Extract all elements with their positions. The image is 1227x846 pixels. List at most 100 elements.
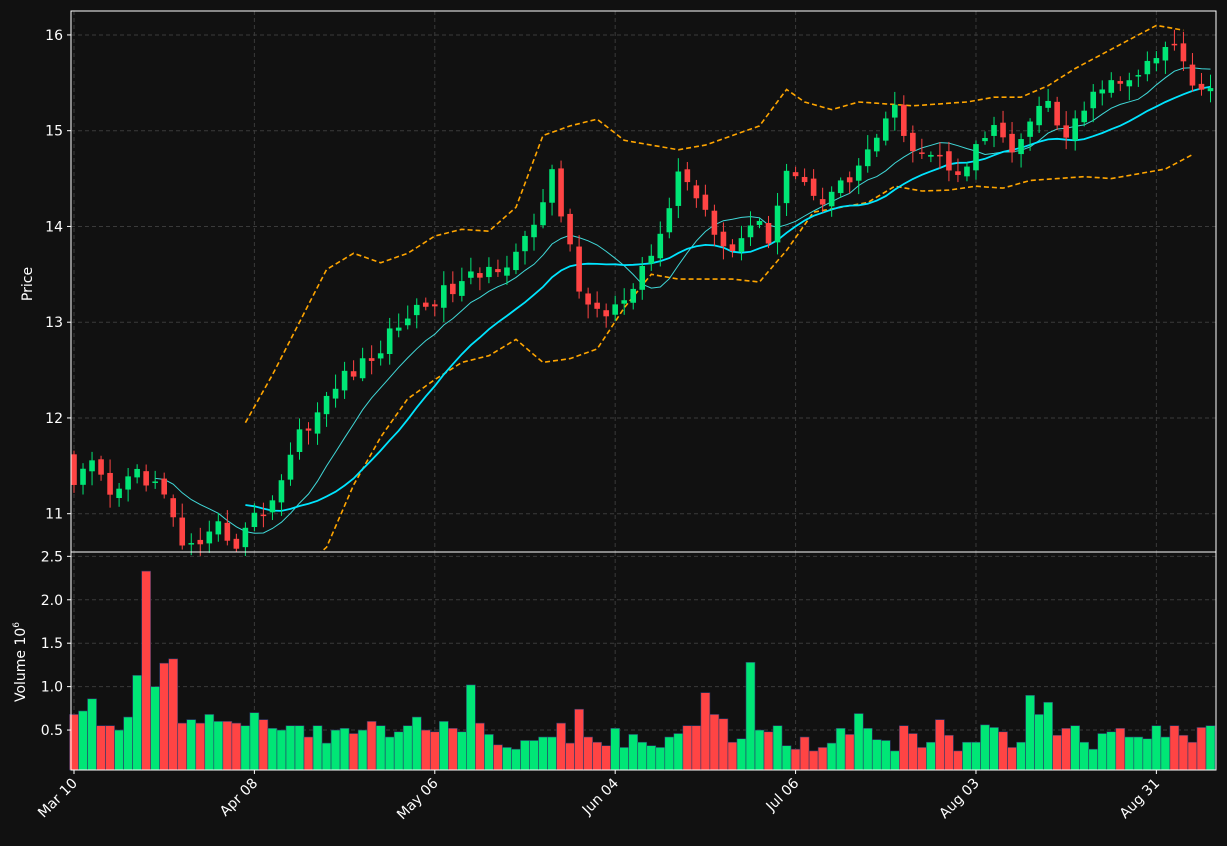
volume-bar [1133, 736, 1144, 771]
candle-body [152, 481, 158, 483]
candle-body [882, 118, 889, 141]
volume-bar [610, 728, 620, 771]
volume-axis-label-text: Volume 10 [13, 628, 29, 702]
candle-body [107, 472, 113, 495]
candle-body [1099, 89, 1106, 94]
volume-bar [502, 747, 512, 771]
candle-body [459, 281, 465, 296]
volume-bar [1025, 695, 1035, 771]
candle-body [1081, 110, 1088, 123]
candle-body [946, 151, 952, 171]
volume-bar [348, 733, 359, 771]
candle-body [80, 468, 86, 485]
volume-bar [339, 728, 350, 771]
volume-bar [745, 662, 756, 771]
volume-bar [466, 684, 476, 771]
volume-bar [538, 736, 548, 771]
candle-body [621, 300, 628, 304]
candle-body [684, 169, 691, 183]
volume-bar [195, 722, 206, 771]
volume-bar [556, 722, 566, 771]
candle-body [937, 154, 943, 157]
candlesticks [71, 29, 1214, 556]
candle-body [792, 172, 799, 177]
candle-body [540, 202, 546, 226]
candle-body [747, 225, 754, 238]
candle-body [873, 137, 880, 152]
volume-bar [700, 692, 711, 771]
candle-body [188, 543, 195, 545]
candle-body [585, 293, 591, 305]
volume-bar [457, 731, 467, 771]
volume-bar [799, 736, 810, 771]
candle-body [1036, 105, 1042, 126]
candle-body [125, 476, 131, 490]
candle-body [477, 273, 483, 278]
volume-bar [998, 731, 1008, 771]
candle-body [1090, 91, 1097, 109]
candle-body [1171, 43, 1178, 46]
candle-body [450, 283, 456, 295]
candle-body [910, 132, 916, 152]
volume-bar [249, 712, 260, 771]
volume-bar [853, 713, 864, 771]
volume-bar [908, 733, 918, 771]
volume-bar [529, 740, 539, 771]
candle-body [720, 231, 727, 247]
upper-band-line [244, 24, 1184, 424]
candle-body [955, 171, 961, 175]
volume-bar [1079, 741, 1090, 771]
candle-body [991, 125, 997, 136]
candle-body [305, 428, 312, 431]
volume-bar [267, 728, 278, 771]
volume-tick-label: 1.5 [41, 636, 63, 652]
candle-body [756, 220, 763, 225]
volume-bar [276, 729, 287, 771]
candle-body [630, 288, 637, 303]
volume-bar [1034, 714, 1044, 771]
candle-body [116, 488, 122, 499]
candle-body [1117, 81, 1124, 84]
candle-body [648, 255, 655, 264]
volume-bar [691, 725, 702, 771]
volume-bar [736, 738, 747, 771]
candle-body [1135, 75, 1142, 77]
candle-body [242, 527, 249, 548]
volume-bar [520, 740, 530, 771]
volume-bar [574, 708, 584, 771]
volume-bar [592, 741, 602, 771]
candle-body [810, 178, 817, 196]
volume-bar [493, 744, 503, 771]
candle-body [783, 170, 790, 204]
volume-bar [565, 742, 575, 771]
candle-body [296, 429, 303, 452]
candle-body [314, 412, 321, 434]
volume-bar [727, 741, 738, 771]
candle-body [504, 267, 510, 276]
candle-body [404, 318, 411, 326]
candle-body [828, 191, 835, 207]
candle-body [332, 388, 339, 399]
candle-body [693, 185, 700, 199]
volume-bar [835, 728, 846, 771]
volume-bar [303, 736, 314, 771]
candle-body [422, 302, 429, 307]
volume-bar [637, 741, 648, 771]
candle-body [576, 246, 582, 292]
candle-body [1054, 101, 1060, 126]
volume-tick-label: 2.0 [41, 593, 63, 609]
candle-body [395, 327, 402, 331]
candle-body [864, 149, 871, 167]
candle-body [729, 244, 736, 252]
volume-bar [177, 722, 188, 771]
candle-body [1000, 122, 1006, 138]
volume-bar [781, 745, 792, 771]
volume-bar [682, 725, 693, 771]
candle-body [143, 471, 149, 486]
volume-bar [709, 714, 720, 771]
candle-body [513, 251, 519, 271]
candle-body [468, 271, 474, 278]
volume-bar [222, 721, 233, 771]
candle-body [567, 213, 573, 245]
candle-body [251, 512, 258, 528]
